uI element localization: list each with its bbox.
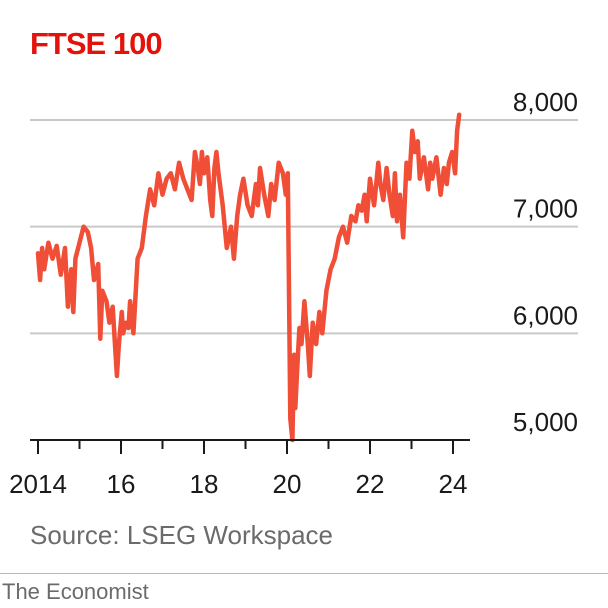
x-axis: 2014 16 18 20 22 24 bbox=[9, 439, 470, 499]
x-tick-label: 20 bbox=[273, 469, 302, 499]
x-tick-label: 2014 bbox=[9, 469, 67, 499]
series-group bbox=[35, 112, 462, 443]
publisher-credit: The Economist bbox=[2, 579, 149, 604]
footer-divider bbox=[0, 573, 608, 574]
x-tick-label: 22 bbox=[356, 469, 385, 499]
y-tick-label: 6,000 bbox=[513, 300, 578, 330]
y-tick-label: 5,000 bbox=[513, 407, 578, 437]
x-tick-label: 16 bbox=[107, 469, 136, 499]
y-tick-label: 8,000 bbox=[513, 87, 578, 117]
x-tick-label: 24 bbox=[439, 469, 468, 499]
line-chart: 8,000 7,000 6,000 5,000 2014 16 18 20 22 24 bbox=[9, 87, 578, 499]
source-note: Source: LSEG Workspace bbox=[30, 520, 333, 550]
y-tick-label: 7,000 bbox=[513, 194, 578, 224]
chart-title: FTSE 100 bbox=[30, 26, 163, 61]
x-tick-label: 18 bbox=[190, 469, 219, 499]
y-axis-ticks: 8,000 7,000 6,000 5,000 bbox=[513, 87, 578, 437]
series-line bbox=[35, 112, 462, 443]
